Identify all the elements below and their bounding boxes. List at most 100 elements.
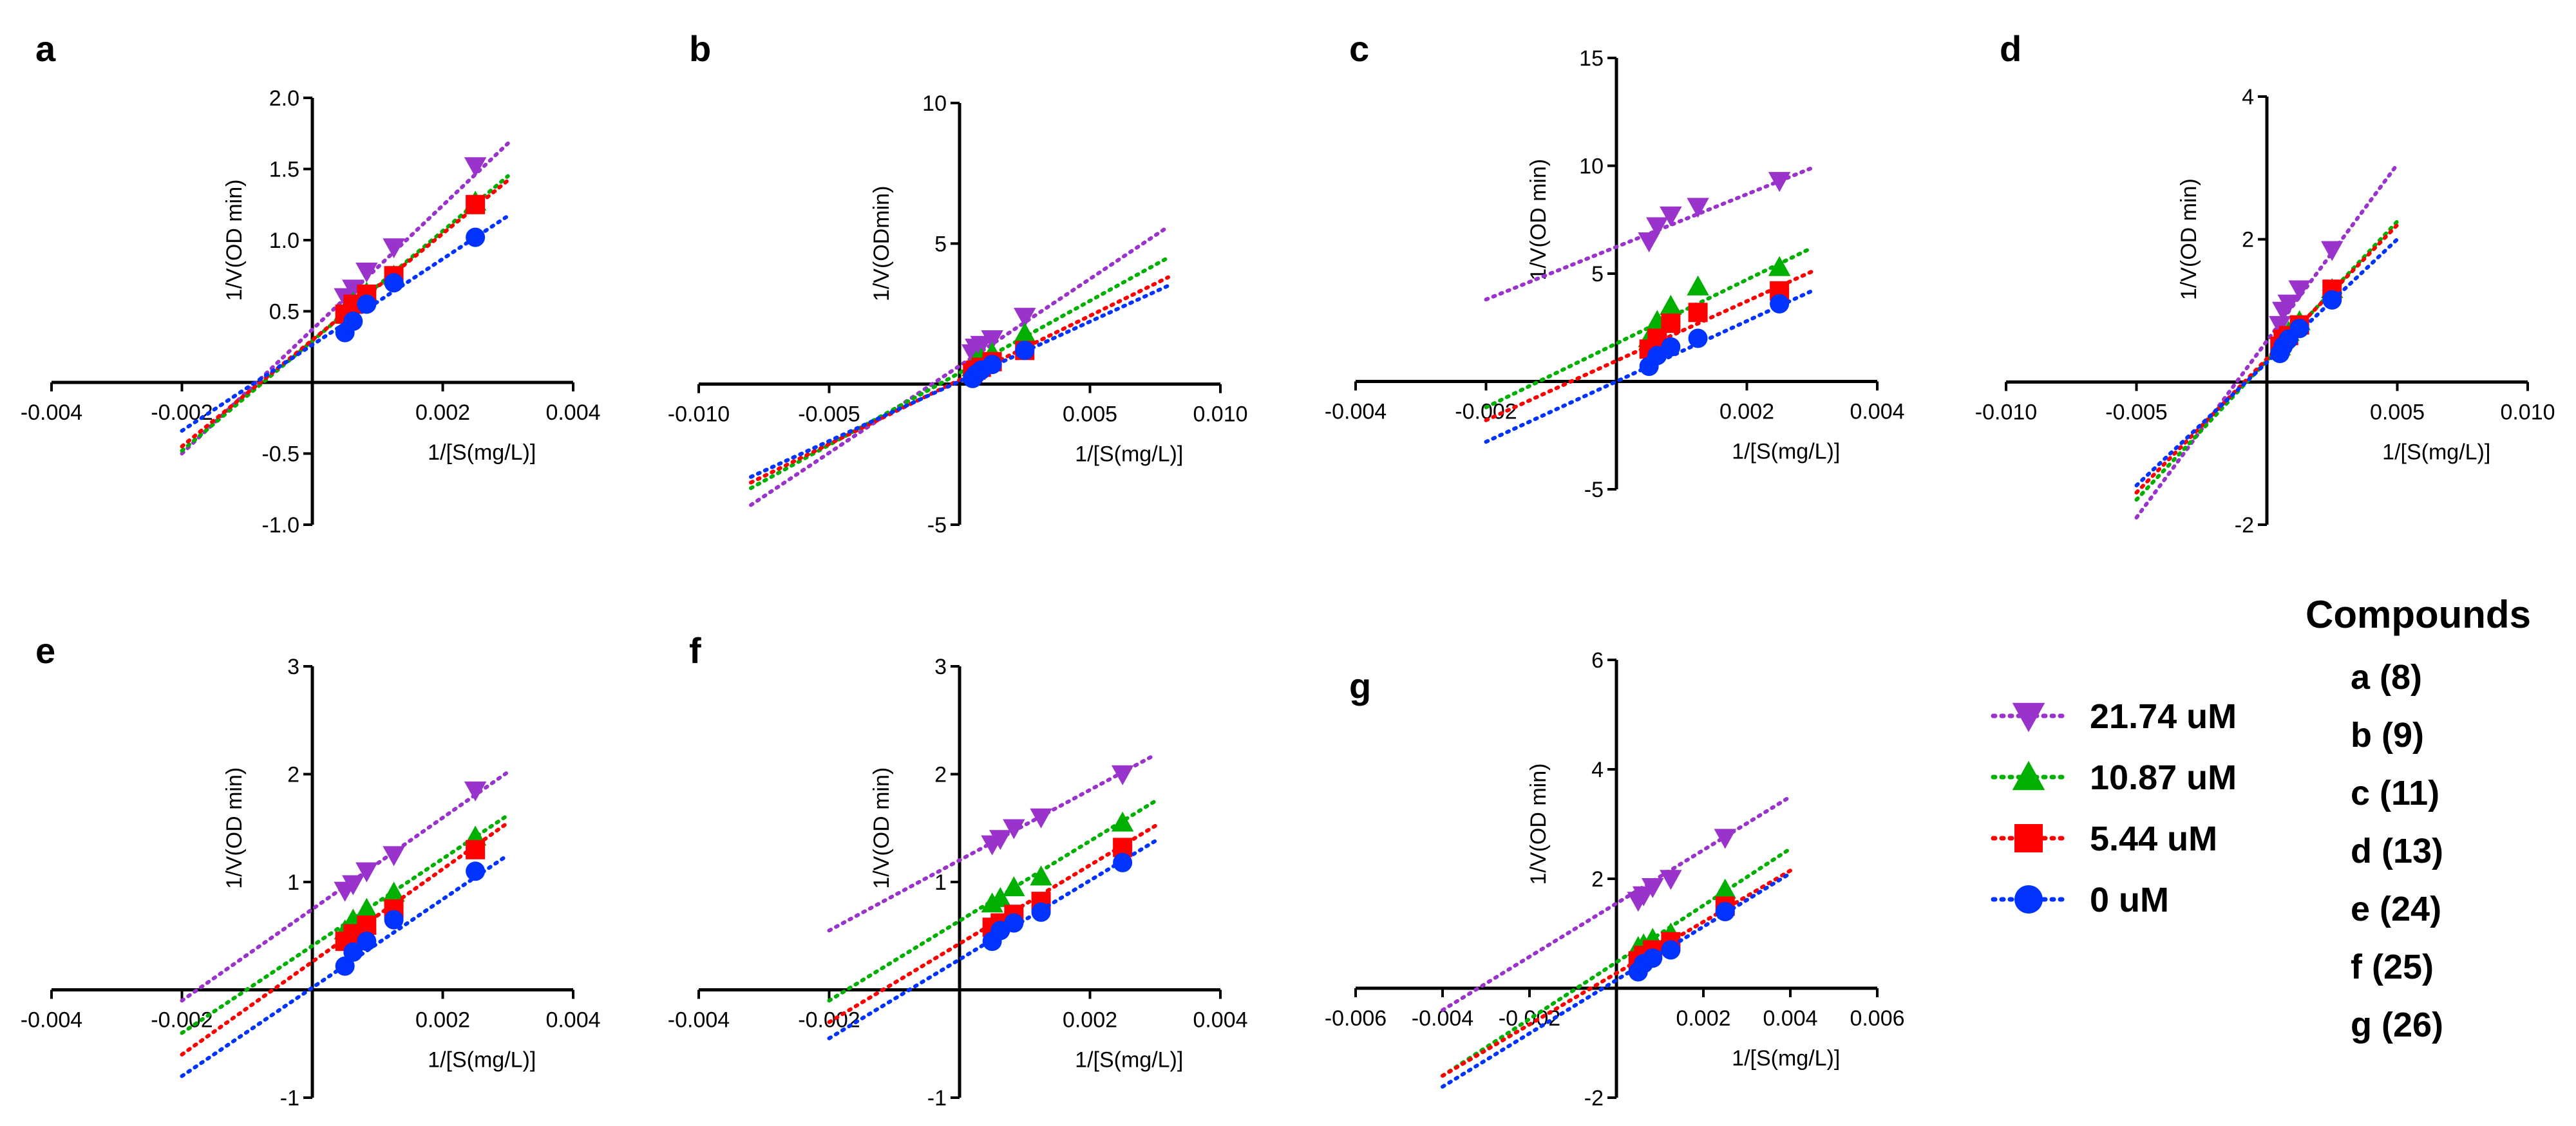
y-tick-label: 5 bbox=[1591, 262, 1604, 286]
data-point bbox=[1687, 198, 1709, 218]
y-tick-label: 4 bbox=[1591, 758, 1604, 782]
panel-letter: a bbox=[35, 28, 56, 69]
x-tick-label: -0.005 bbox=[2105, 400, 2167, 424]
regression-line bbox=[2134, 237, 2400, 488]
y-tick-label: 2 bbox=[287, 763, 299, 787]
data-point bbox=[1714, 829, 1736, 849]
chart-panel-d: d -0.010 -0.005 0.005 0.010 -2 2 4 1/[S(mg/L)] 1/… bbox=[1975, 28, 2555, 538]
data-point bbox=[1004, 913, 1024, 933]
data-point bbox=[2289, 319, 2309, 339]
data-point bbox=[1660, 870, 1682, 890]
regression-line bbox=[827, 839, 1157, 1040]
series-0-um bbox=[180, 853, 510, 1078]
regression-line bbox=[749, 283, 1170, 479]
data-point bbox=[2288, 280, 2311, 301]
data-point bbox=[1111, 811, 1134, 832]
x-tick-label: -0.004 bbox=[21, 1008, 82, 1033]
y-tick-label: -2 bbox=[1584, 1086, 1604, 1111]
legend-label: 5.44 uM bbox=[2090, 820, 2217, 858]
data-point bbox=[1661, 314, 1681, 333]
data-point bbox=[1030, 865, 1052, 886]
data-point bbox=[342, 875, 365, 896]
legend-label: 10.87 uM bbox=[2090, 758, 2237, 797]
x-tick-label: -0.006 bbox=[1325, 1006, 1387, 1031]
series-21-74-um bbox=[180, 770, 510, 1003]
compound-item: c (11) bbox=[2351, 774, 2439, 812]
y-tick-label: -5 bbox=[927, 513, 947, 538]
y-tick-label: 1.0 bbox=[269, 229, 299, 253]
y-tick-label: 3 bbox=[934, 655, 947, 679]
data-point bbox=[1715, 902, 1735, 921]
series-5-44-um bbox=[1484, 269, 1814, 422]
legend-item: 21.74 uM bbox=[1991, 697, 2237, 736]
data-point bbox=[2277, 294, 2300, 315]
data-point bbox=[383, 881, 405, 902]
data-point bbox=[355, 262, 378, 283]
data-point bbox=[357, 915, 377, 935]
series-21-74-um bbox=[1441, 794, 1792, 1012]
x-tick-label: -0.004 bbox=[1325, 400, 1387, 424]
data-point bbox=[384, 910, 404, 930]
legend: 21.74 uM 10.87 uM 5.44 uM 0 uM bbox=[1991, 697, 2237, 919]
y-tick-label: -2 bbox=[2235, 513, 2254, 538]
data-point bbox=[989, 887, 1012, 907]
regression-line bbox=[1441, 868, 1792, 1078]
y-tick-label: 1 bbox=[934, 870, 947, 895]
series-5-44-um bbox=[180, 178, 510, 449]
x-axis-title: 1/[S(mg/L)] bbox=[1732, 1046, 1840, 1071]
data-point bbox=[1688, 328, 1708, 348]
data-point bbox=[357, 932, 377, 952]
regression-line bbox=[1441, 847, 1792, 1078]
regression-line bbox=[2134, 162, 2400, 520]
x-tick-label: 0.010 bbox=[1193, 402, 1247, 427]
data-point bbox=[335, 956, 355, 976]
x-tick-label: 0.006 bbox=[1850, 1006, 1904, 1031]
legend-marker-square bbox=[2014, 824, 2043, 852]
data-point bbox=[1687, 275, 1709, 296]
y-tick-label: 5 bbox=[934, 232, 947, 256]
x-tick-label: 0.004 bbox=[1193, 1008, 1247, 1033]
data-point bbox=[1003, 819, 1025, 840]
panel-letter: b bbox=[689, 28, 711, 69]
data-point bbox=[1646, 217, 1669, 238]
data-point bbox=[355, 897, 378, 918]
compound-item: g (26) bbox=[2351, 1006, 2443, 1044]
x-axis-title: 1/[S(mg/L)] bbox=[1075, 442, 1183, 467]
data-point bbox=[383, 238, 405, 259]
data-point bbox=[981, 330, 1003, 351]
y-axis-title: 1/V(OD min) bbox=[222, 180, 247, 301]
data-point bbox=[1661, 940, 1681, 960]
y-tick-label: -5 bbox=[1584, 478, 1604, 502]
x-tick-label: 0.002 bbox=[1676, 1006, 1730, 1031]
y-axis-title: 1/V(OD min) bbox=[869, 767, 894, 889]
data-point bbox=[355, 862, 378, 883]
y-axis-title: 1/V(OD min) bbox=[1526, 159, 1551, 281]
chart-panel-e: e-0.004 -0.002 0.002 0.004-11231/[S(mg/L)]1… bbox=[21, 630, 601, 1111]
compound-item: b (9) bbox=[2351, 716, 2424, 755]
y-tick-label: 2 bbox=[2242, 228, 2254, 252]
panel-letter: f bbox=[689, 630, 701, 671]
x-tick-label: 0.005 bbox=[2370, 400, 2425, 424]
series-0-um bbox=[2134, 237, 2400, 488]
data-point bbox=[1638, 232, 1660, 252]
y-axis-title: 1/V(OD min) bbox=[1526, 764, 1551, 885]
x-tick-label: 0.002 bbox=[1719, 400, 1774, 424]
x-axis-title: 1/[S(mg/L)] bbox=[428, 1048, 536, 1073]
x-axis-title: 1/[S(mg/L)] bbox=[1732, 440, 1840, 464]
data-point bbox=[1714, 878, 1736, 899]
data-point bbox=[464, 781, 487, 802]
series-21-74-um bbox=[1484, 165, 1814, 302]
data-point bbox=[466, 840, 486, 859]
data-point bbox=[343, 942, 363, 962]
data-point bbox=[1003, 876, 1025, 897]
data-point bbox=[466, 194, 486, 214]
series-10-87-um bbox=[827, 799, 1157, 1003]
series-0-um bbox=[180, 214, 510, 433]
x-tick-label: 0.002 bbox=[415, 400, 470, 425]
y-tick-label: 6 bbox=[1591, 648, 1604, 673]
y-axis-title: 1/V(OD min) bbox=[2177, 178, 2201, 300]
y-tick-label: -0.5 bbox=[261, 442, 299, 467]
series-0-um bbox=[1484, 288, 1814, 444]
y-tick-label: 10 bbox=[922, 91, 947, 116]
x-tick-label: 0.004 bbox=[545, 1008, 600, 1033]
